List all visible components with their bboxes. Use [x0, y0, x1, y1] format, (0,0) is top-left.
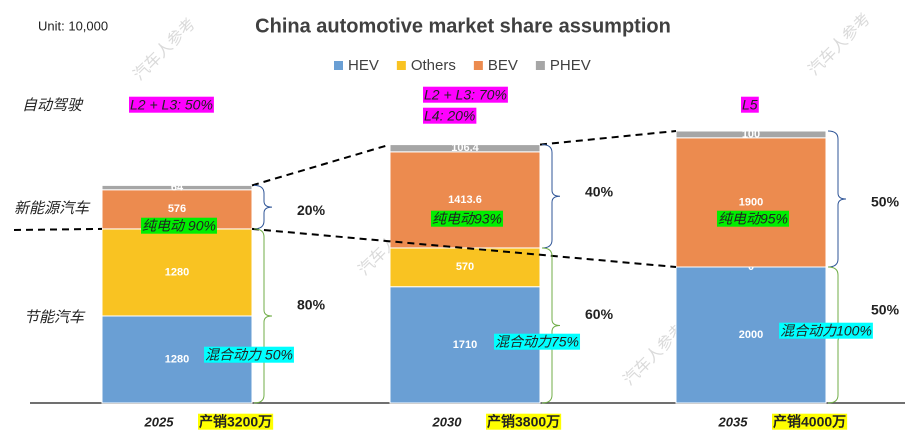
- brace: [253, 228, 273, 404]
- row-label: 自动驾驶: [22, 97, 84, 114]
- autonomy-label: L4: 20%: [424, 108, 475, 124]
- unit-note: Unit: 10,000: [38, 18, 108, 33]
- connector: [251, 227, 677, 268]
- value-label: 576: [168, 203, 186, 215]
- brace: [253, 184, 273, 230]
- brace: [827, 130, 847, 268]
- sales-label-background: [198, 413, 274, 430]
- bev-share-background: [141, 217, 217, 234]
- autonomy-label: L2 + L3: 70%: [424, 87, 507, 103]
- value-label: 1900: [739, 196, 763, 208]
- legend-swatch: [473, 61, 483, 70]
- bar-segment: [101, 228, 253, 317]
- bar-segment: [101, 184, 253, 191]
- bar-segment: [389, 151, 541, 249]
- sales-label-background: [772, 413, 848, 430]
- sales-label-background: [486, 413, 562, 430]
- legend-swatch: [334, 61, 343, 70]
- share-label: 50%: [871, 302, 900, 318]
- share-label: 40%: [585, 183, 614, 199]
- brace: [541, 144, 561, 249]
- hybrid-share-background: [779, 322, 873, 339]
- value-label: 2000: [739, 329, 763, 341]
- value-label: 106.4: [451, 142, 479, 154]
- value-label: 1280: [165, 353, 189, 365]
- legend-label: Others: [411, 57, 456, 74]
- share-label: 80%: [297, 297, 326, 313]
- share-label: 50%: [871, 194, 900, 210]
- legend-label: HEV: [348, 57, 379, 74]
- sales-label: 产销3200万: [199, 414, 272, 430]
- category-label: 2035: [718, 414, 749, 429]
- bar-segment: [389, 247, 541, 288]
- category-label: 2025: [144, 414, 175, 429]
- hybrid-share: 混合动力100%: [780, 323, 872, 339]
- autonomy-label: L2 + L3: 50%: [130, 97, 213, 113]
- watermark: 汽车人参考: [130, 15, 199, 84]
- connector: [539, 130, 677, 146]
- share-label: 20%: [297, 202, 326, 218]
- legend-swatch: [396, 61, 406, 70]
- bev-share-background: [716, 210, 790, 227]
- legend-label: PHEV: [550, 57, 591, 74]
- bev-share: 纯电动95%: [718, 211, 788, 227]
- sales-label: 产销4000万: [773, 414, 846, 430]
- legend-label: BEV: [488, 57, 518, 74]
- autonomy-label-background: [423, 107, 477, 124]
- value-label: 100: [742, 128, 760, 140]
- bar-segment: [389, 144, 541, 153]
- hybrid-share-background: [493, 333, 581, 350]
- row-label: 节能汽车: [24, 309, 86, 326]
- value-label: 1710: [453, 339, 477, 351]
- bev-share: 纯电动 90%: [142, 218, 216, 234]
- share-label: 60%: [585, 306, 614, 322]
- category-label: 2030: [432, 414, 463, 429]
- value-label: 1280: [165, 266, 189, 278]
- hybrid-share: 混合动力 50%: [205, 347, 293, 363]
- autonomy-label-background: [741, 96, 759, 113]
- hybrid-share: 混合动力75%: [495, 334, 579, 350]
- value-label: 64: [171, 181, 184, 193]
- bev-share-background: [430, 210, 504, 227]
- row-label: 新能源汽车: [14, 200, 91, 217]
- connector: [251, 143, 391, 187]
- bar-segment: [675, 137, 827, 268]
- sales-label: 产销3800万: [487, 414, 560, 430]
- bar-segment: [675, 130, 827, 139]
- brace: [541, 247, 561, 404]
- autonomy-label-background: [129, 96, 214, 113]
- connector: [13, 227, 103, 231]
- autonomy-label: L5: [742, 97, 758, 113]
- legend-swatch: [535, 61, 545, 70]
- value-label: 1413.6: [448, 194, 482, 206]
- value-label: 570: [456, 261, 474, 273]
- bev-share: 纯电动93%: [432, 211, 502, 227]
- autonomy-label-background: [423, 86, 508, 103]
- hybrid-share-background: [204, 346, 294, 363]
- watermark: 汽车人参考: [805, 10, 874, 79]
- chart-title: China automotive market share assumption: [255, 15, 671, 37]
